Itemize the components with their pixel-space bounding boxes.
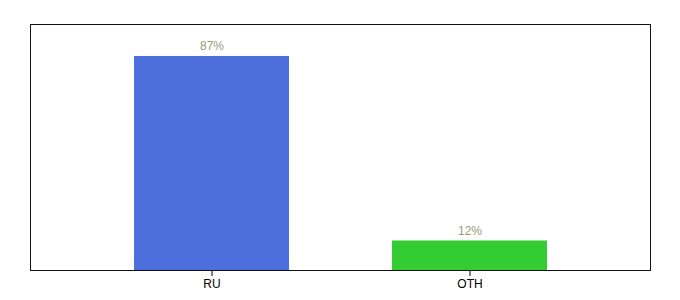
svg-text:OTH: OTH [457, 277, 482, 291]
svg-text:12%: 12% [458, 224, 482, 238]
svg-text:RU: RU [203, 277, 220, 291]
svg-text:87%: 87% [200, 39, 224, 53]
